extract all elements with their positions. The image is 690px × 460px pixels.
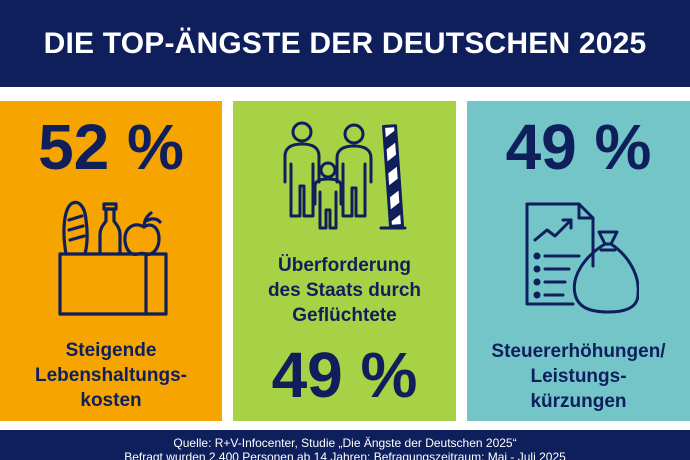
fear-label-line: Steuererhöhungen/	[491, 341, 666, 362]
title-banner: DIE TOP-ÄNGSTE DER DEUTSCHEN 2025	[0, 0, 690, 87]
fear-card-living-costs: 52 % Steigende Lebenshaltungs- kosten	[0, 101, 222, 421]
fear-label-line: Leistungs-	[530, 366, 627, 387]
tax-document-money-bag-icon	[525, 202, 639, 314]
fear-label-line: kürzungen	[530, 391, 627, 412]
page-title: DIE TOP-ÄNGSTE DER DEUTSCHEN 2025	[43, 26, 647, 60]
percentage-value: 49 %	[271, 339, 418, 411]
grocery-bag-icon	[58, 200, 168, 316]
fear-card-refugees: Überforderung des Staats durch Geflüchte…	[233, 101, 456, 421]
fear-label-line: des Staats durch	[267, 280, 422, 301]
percentage-value: 52 %	[38, 111, 184, 183]
fear-label-line: Lebenshaltungs-	[34, 365, 187, 386]
fear-label-line: Geflüchtete	[292, 305, 397, 326]
source-text: Quelle: R+V-Infocenter, Studie „Die Ängs…	[173, 436, 517, 450]
fear-card-taxes: 49 % Steuererhöhungen/ Leistungs- kürzun…	[467, 101, 690, 421]
source-footer: Quelle: R+V-Infocenter, Studie „Die Ängs…	[0, 430, 690, 460]
family-border-icon	[283, 121, 407, 230]
percentage-value: 49 %	[505, 111, 652, 183]
fear-label-line: Überforderung	[278, 255, 411, 276]
fear-label: Überforderung des Staats durch Geflüchte…	[233, 253, 456, 328]
fear-label-line: Steigende	[65, 340, 157, 361]
fear-label-line: kosten	[80, 390, 142, 411]
method-text: Befragt wurden 2.400 Personen ab 14 Jahr…	[124, 450, 566, 460]
fear-label: Steuererhöhungen/ Leistungs- kürzungen	[467, 339, 690, 414]
fear-label: Steigende Lebenshaltungs- kosten	[0, 338, 222, 413]
